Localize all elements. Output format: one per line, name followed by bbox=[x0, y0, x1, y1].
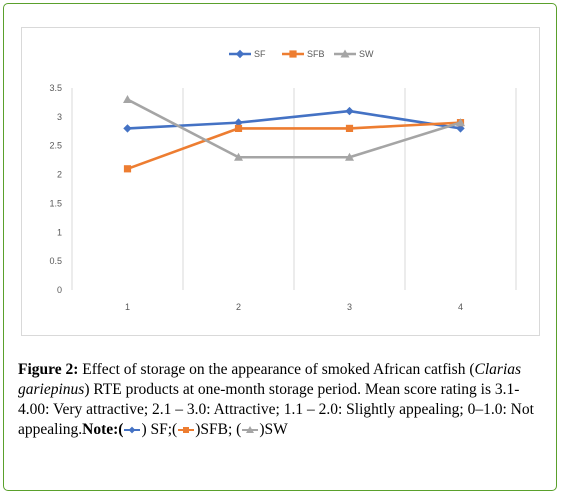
data-point-sfb bbox=[234, 124, 243, 132]
legend-marker-sw bbox=[340, 49, 350, 58]
chart-legend: SF SFB SW bbox=[229, 49, 374, 59]
sw-legend-symbol bbox=[241, 425, 259, 435]
data-point-sf bbox=[345, 106, 354, 116]
y-tick-label: 3 bbox=[57, 112, 62, 122]
sfb-legend-symbol bbox=[177, 425, 195, 435]
caption-note-label: Note: bbox=[82, 421, 119, 438]
series-line-sfb bbox=[127, 121, 461, 171]
y-tick-label: 1.5 bbox=[49, 198, 62, 208]
x-tick-label: 4 bbox=[458, 302, 463, 312]
caption-note-sfb: )SFB; bbox=[195, 421, 233, 438]
data-point-sf bbox=[234, 118, 243, 127]
caption-species: Clarias gariepinus bbox=[18, 361, 522, 398]
line-chart: 0 0.5 1 1.5 2 2.5 3 3.5 1 2 3 4 SF SFB SW bbox=[49, 49, 517, 312]
series-line-sw bbox=[126, 98, 461, 159]
legend-label-sfb: SFB bbox=[307, 49, 325, 59]
data-point-sfb bbox=[345, 124, 354, 132]
data-point-sw bbox=[345, 152, 354, 161]
caption-text-2: ) RTE products at one-month storage peri… bbox=[18, 381, 534, 438]
data-point-sw bbox=[456, 118, 465, 127]
caption-note-sf: ) SF;( bbox=[141, 421, 178, 438]
legend-label-sw: SW bbox=[359, 49, 374, 59]
data-point-sf bbox=[123, 124, 132, 133]
sf-legend-symbol bbox=[123, 425, 141, 435]
y-tick-label: 0 bbox=[57, 285, 62, 295]
figure-caption: Figure 2: Effect of storage on the appea… bbox=[18, 360, 548, 440]
figure-frame bbox=[3, 3, 557, 491]
data-point-sfb bbox=[123, 165, 132, 173]
y-tick-label: 1 bbox=[57, 227, 62, 237]
x-tick-label: 2 bbox=[236, 302, 241, 312]
y-tick-label: 2.5 bbox=[49, 141, 62, 151]
y-tick-label: 2 bbox=[57, 170, 62, 180]
caption-note-sw: )SW bbox=[259, 421, 288, 438]
y-axis-ticks: 0 0.5 1 1.5 2 2.5 3 3.5 bbox=[49, 83, 62, 295]
data-point-sw bbox=[123, 95, 132, 104]
legend-label-sf: SF bbox=[254, 49, 266, 59]
x-tick-label: 3 bbox=[347, 302, 352, 312]
legend-marker-sfb bbox=[289, 50, 297, 58]
y-tick-label: 3.5 bbox=[49, 83, 62, 93]
chart-area: 0 0.5 1 1.5 2 2.5 3 3.5 1 2 3 4 SF SFB SW bbox=[21, 27, 540, 336]
y-tick-label: 0.5 bbox=[49, 256, 62, 266]
data-point-sw bbox=[234, 152, 243, 161]
caption-note-sw-open: ( bbox=[236, 421, 242, 438]
caption-label: Figure 2: bbox=[18, 361, 79, 378]
caption-text-1: Effect of storage on the appearance of s… bbox=[78, 361, 475, 378]
series-line-sf bbox=[127, 109, 461, 130]
data-point-sf bbox=[456, 124, 465, 133]
chart-series bbox=[123, 95, 465, 173]
x-axis-ticks: 1 2 3 4 bbox=[125, 302, 463, 312]
legend-marker-sf bbox=[235, 49, 245, 59]
caption-note-open: ( bbox=[118, 421, 124, 438]
chart-gridlines bbox=[71, 88, 517, 290]
x-tick-label: 1 bbox=[125, 302, 130, 312]
